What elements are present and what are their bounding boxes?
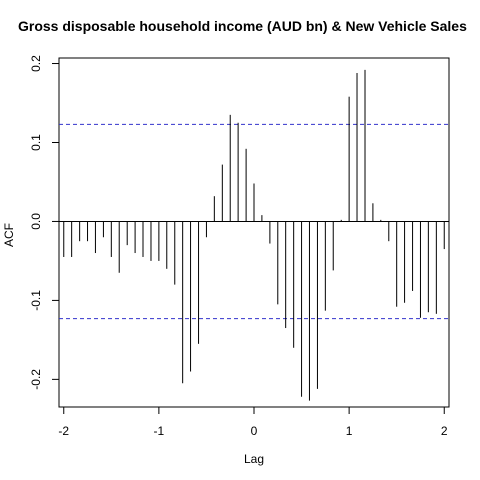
confidence-bounds bbox=[59, 123, 449, 320]
x-axis-label: Lag bbox=[244, 452, 264, 466]
x-tick-label: 1 bbox=[346, 424, 353, 438]
x-tick-label: 0 bbox=[251, 424, 258, 438]
plot-frame bbox=[58, 57, 450, 408]
x-tick-label: -1 bbox=[154, 424, 165, 438]
acf-bars bbox=[63, 69, 445, 401]
y-tick-label: 0.0 bbox=[29, 213, 43, 230]
y-tick-label: -0.1 bbox=[29, 290, 43, 311]
chart-title: Gross disposable household income (AUD b… bbox=[18, 18, 467, 34]
y-axis: -0.2 -0.1 0.0 0.1 0.2 bbox=[29, 55, 60, 390]
y-axis-label: ACF bbox=[2, 223, 16, 247]
x-axis: -2 -1 0 1 2 bbox=[58, 406, 448, 438]
x-tick-label: 2 bbox=[441, 424, 448, 438]
y-tick-label: -0.2 bbox=[29, 369, 43, 390]
y-tick-label: 0.1 bbox=[29, 134, 43, 151]
y-tick-label: 0.2 bbox=[29, 55, 43, 72]
x-tick-label: -2 bbox=[58, 424, 69, 438]
